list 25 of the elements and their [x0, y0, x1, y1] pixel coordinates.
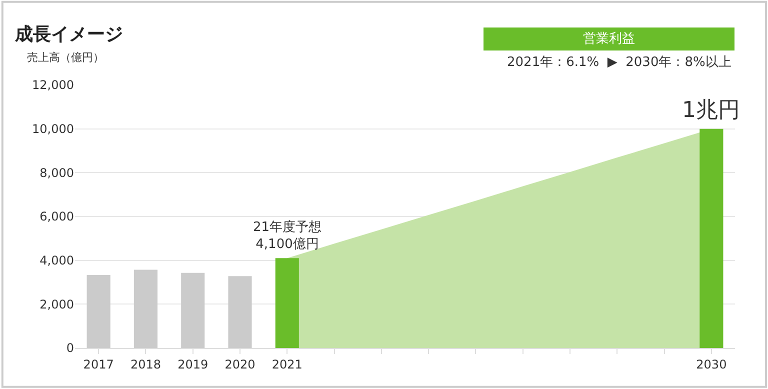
annotation: 1兆円: [682, 98, 740, 123]
x-tick-label: 2019: [178, 357, 208, 372]
bar: [86, 275, 110, 348]
x-tick-label: 2030: [696, 357, 727, 372]
annotation: 21年度予想 4,100億円: [253, 219, 322, 252]
text: 2021年：6.1% ▶ 2030年：8%以上: [507, 55, 732, 70]
y-tick-label: 0: [66, 341, 74, 356]
x-tick-label: 2018: [130, 357, 161, 372]
y-axis-title: 売上高（億円）: [27, 51, 104, 64]
y-tick-label: 10,000: [32, 122, 74, 136]
y-tick-label: 8,000: [40, 166, 74, 180]
bar: [275, 258, 299, 348]
chart-title: 成長イメージ: [14, 24, 123, 45]
bar: [228, 276, 252, 348]
y-tick-label: 4,000: [40, 254, 74, 268]
y-tick-label: 6,000: [40, 210, 74, 224]
y-tick-label: 2,000: [40, 297, 74, 312]
x-tick-label: 2017: [83, 357, 114, 372]
bar: [134, 270, 158, 348]
x-tick-label: 2020: [224, 357, 256, 372]
x-tick-label: 2021: [272, 357, 302, 372]
header-box: 営業利益: [484, 28, 734, 50]
bar: [181, 272, 205, 348]
y-tick-label: 12,000: [32, 78, 74, 92]
bar: [700, 128, 724, 348]
